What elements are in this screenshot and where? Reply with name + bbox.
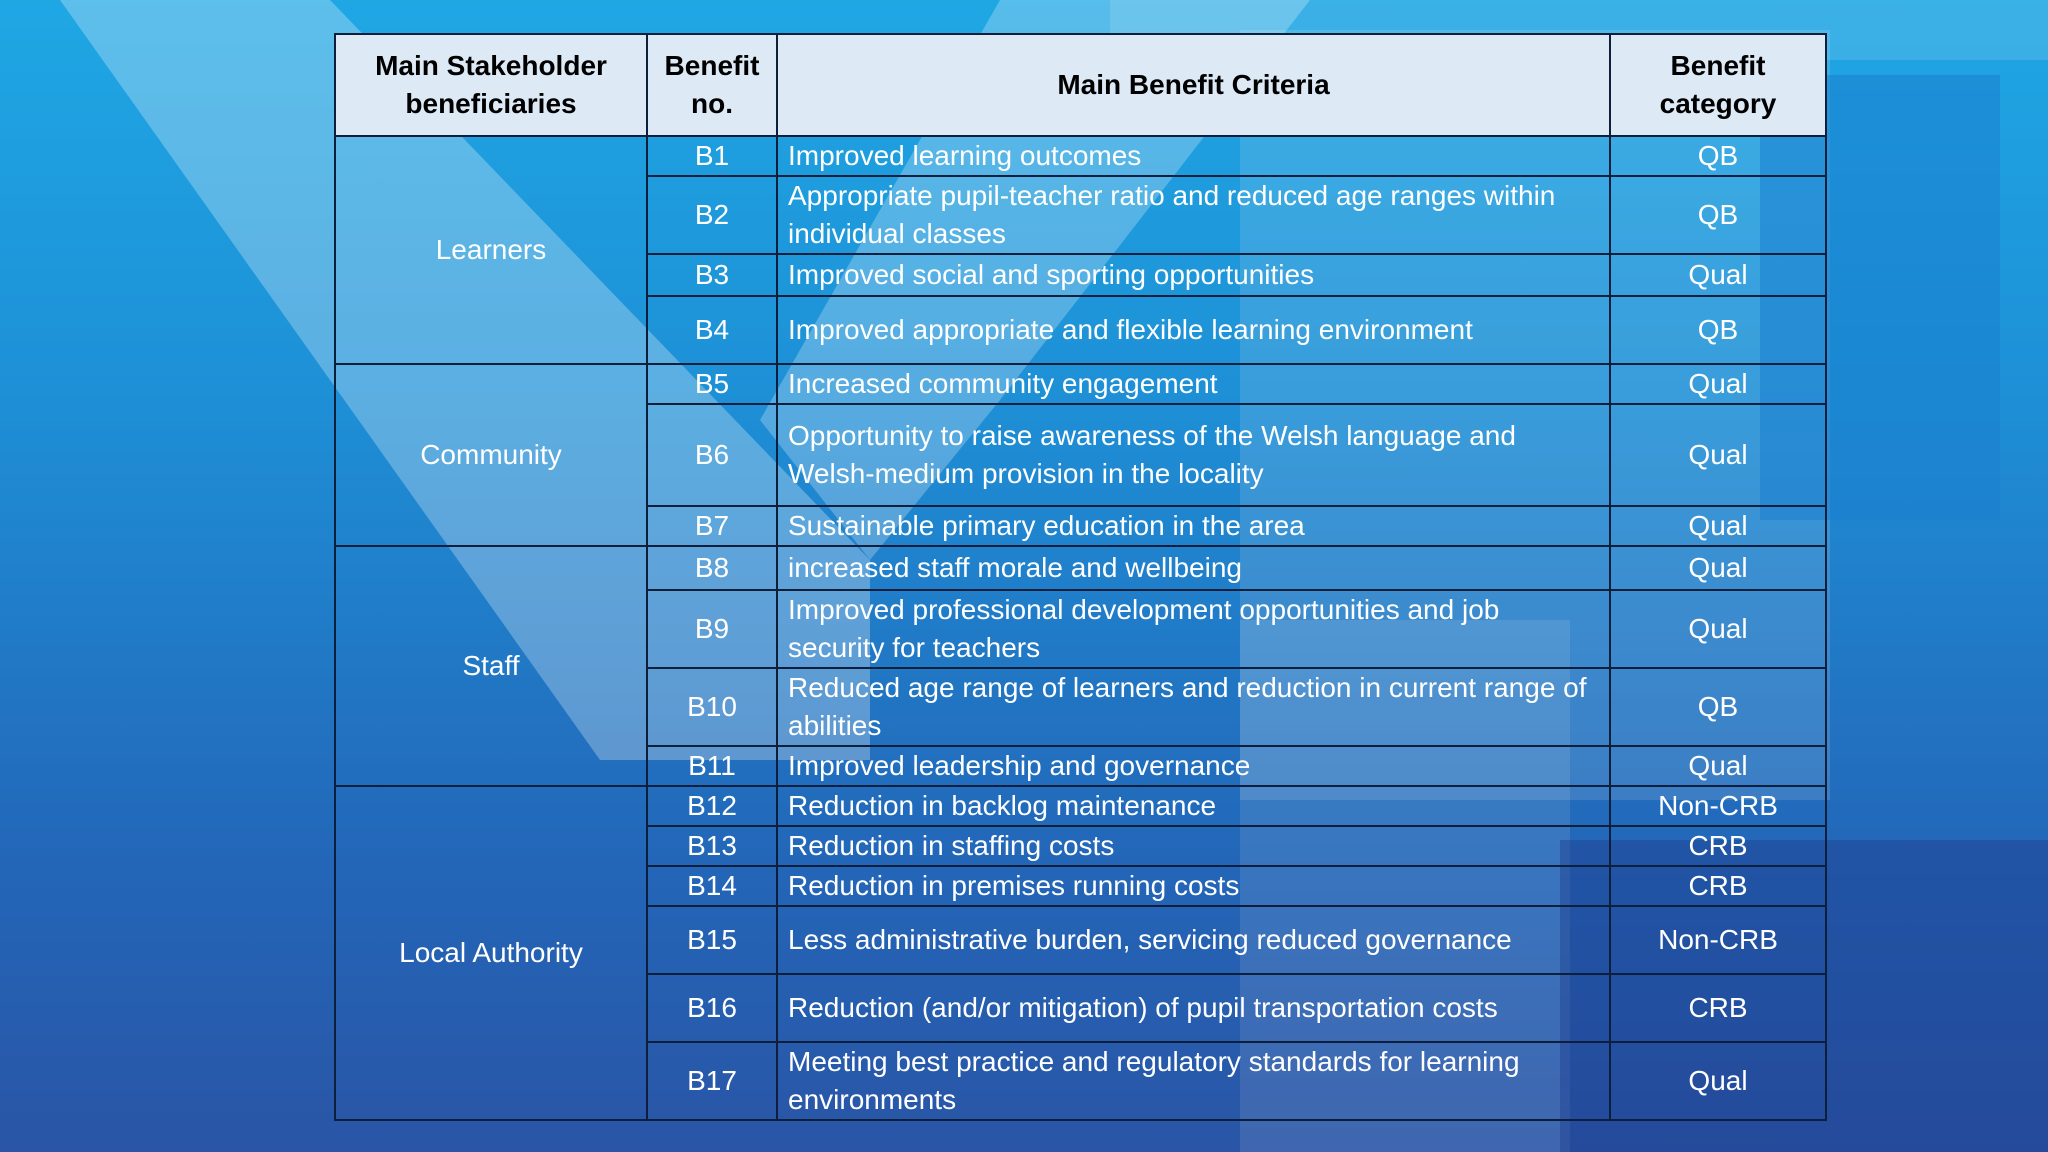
benefit-number-cell: B4 (646, 295, 778, 365)
header-benefit-no: Benefit no. (646, 33, 778, 137)
benefit-criteria-cell: Reduction in backlog maintenance (776, 785, 1611, 827)
benefit-number-cell: B14 (646, 865, 778, 907)
benefit-number-cell: B6 (646, 403, 778, 507)
benefit-category-cell: Qual (1609, 403, 1827, 507)
benefit-category-cell: QB (1609, 667, 1827, 747)
benefit-category-cell: CRB (1609, 825, 1827, 867)
table-body: Learners B1 Improved learning outcomes QB B2… (334, 135, 1827, 1121)
benefit-number-cell: B8 (646, 545, 778, 591)
benefit-category-cell: Qual (1609, 745, 1827, 787)
benefit-criteria-cell: Sustainable primary education in the are… (776, 505, 1611, 547)
benefits-table: Main Stakeholder beneficiaries Benefit n… (334, 33, 1827, 1121)
benefit-number-cell: B11 (646, 745, 778, 787)
stakeholder-cell: Learners (334, 135, 648, 365)
table-row: B10 Reduced age range of learners and red… (335, 667, 1827, 747)
benefit-criteria-cell: Appropriate pupil-teacher ratio and redu… (776, 175, 1611, 255)
benefit-category-cell: Qual (1609, 1041, 1827, 1121)
benefit-number-cell: B5 (646, 363, 778, 405)
benefit-criteria-cell: Reduced age range of learners and reduct… (776, 667, 1611, 747)
table-row: B2 Appropriate pupil-teacher ratio and re… (335, 175, 1827, 255)
table-row: B16 Reduction (and/or mitigation) of pupi… (335, 973, 1827, 1043)
benefit-category-cell: Qual (1609, 505, 1827, 547)
benefit-category-cell: Qual (1609, 363, 1827, 405)
benefit-number-cell: B13 (646, 825, 778, 867)
benefit-criteria-cell: Less administrative burden, servicing re… (776, 905, 1611, 975)
stakeholder-cell: Community (334, 363, 648, 547)
benefit-category-cell: Qual (1609, 545, 1827, 591)
benefit-category-cell: Qual (1609, 589, 1827, 669)
benefit-number-cell: B17 (646, 1041, 778, 1121)
stakeholder-cell: Staff (334, 545, 648, 787)
benefit-number-cell: B15 (646, 905, 778, 975)
benefit-category-cell: CRB (1609, 865, 1827, 907)
benefits-table-container: Main Stakeholder beneficiaries Benefit n… (334, 33, 1827, 1121)
table-row: Local Authority B12 Reduction in backlog m… (334, 785, 1827, 1121)
table-row: B4 Improved appropriate and flexible lear… (335, 295, 1827, 365)
table-row: B13 Reduction in staffing costs CRB (335, 825, 1827, 867)
benefit-criteria-cell: Increased community engagement (776, 363, 1611, 405)
table-row: B6 Opportunity to raise awareness of the … (335, 403, 1827, 507)
benefit-number-cell: B16 (646, 973, 778, 1043)
benefit-criteria-cell: Improved learning outcomes (776, 135, 1611, 177)
benefit-criteria-cell: Improved leadership and governance (776, 745, 1611, 787)
table-row: Staff B8 increased staff morale and wellbe… (334, 545, 1827, 787)
benefit-category-cell: QB (1609, 295, 1827, 365)
table-row: B3 Improved social and sporting opportuni… (335, 253, 1827, 297)
benefit-criteria-cell: Reduction (and/or mitigation) of pupil t… (776, 973, 1611, 1043)
benefit-criteria-cell: Opportunity to raise awareness of the We… (776, 403, 1611, 507)
table-row: B15 Less administrative burden, servicing… (335, 905, 1827, 975)
benefit-number-cell: B3 (646, 253, 778, 297)
header-stakeholder: Main Stakeholder beneficiaries (334, 33, 648, 137)
benefit-criteria-cell: Reduction in premises running costs (776, 865, 1611, 907)
benefit-number-cell: B1 (646, 135, 778, 177)
stakeholder-cell: Local Authority (334, 785, 648, 1121)
benefit-category-cell: QB (1609, 135, 1827, 177)
benefit-number-cell: B12 (646, 785, 778, 827)
benefit-category-cell: Qual (1609, 253, 1827, 297)
benefit-criteria-cell: increased staff morale and wellbeing (776, 545, 1611, 591)
header-criteria: Main Benefit Criteria (776, 33, 1611, 137)
benefit-category-cell: Non-CRB (1609, 905, 1827, 975)
table-row: Learners B1 Improved learning outcomes QB (334, 135, 1827, 365)
benefit-criteria-cell: Meeting best practice and regulatory sta… (776, 1041, 1611, 1121)
table-header-row: Main Stakeholder beneficiaries Benefit n… (334, 33, 1827, 137)
benefit-criteria-cell: Improved social and sporting opportuniti… (776, 253, 1611, 297)
table-row: B9 Improved professional development oppo… (335, 589, 1827, 669)
benefit-number-cell: B10 (646, 667, 778, 747)
table-row: B7 Sustainable primary education in the a… (335, 505, 1827, 547)
benefit-category-cell: QB (1609, 175, 1827, 255)
benefit-criteria-cell: Improved appropriate and flexible learni… (776, 295, 1611, 365)
benefit-number-cell: B9 (646, 589, 778, 669)
benefit-criteria-cell: Reduction in staffing costs (776, 825, 1611, 867)
benefit-number-cell: B7 (646, 505, 778, 547)
table-row: B14 Reduction in premises running costs CR… (335, 865, 1827, 907)
benefit-category-cell: Non-CRB (1609, 785, 1827, 827)
benefit-category-cell: CRB (1609, 973, 1827, 1043)
benefit-number-cell: B2 (646, 175, 778, 255)
table-row: Community B5 Increased community engagemen… (334, 363, 1827, 547)
table-row: B17 Meeting best practice and regulatory … (335, 1041, 1827, 1121)
table-row: B11 Improved leadership and governance Qua… (335, 745, 1827, 787)
benefit-criteria-cell: Improved professional development opport… (776, 589, 1611, 669)
header-category: Benefit category (1609, 33, 1827, 137)
